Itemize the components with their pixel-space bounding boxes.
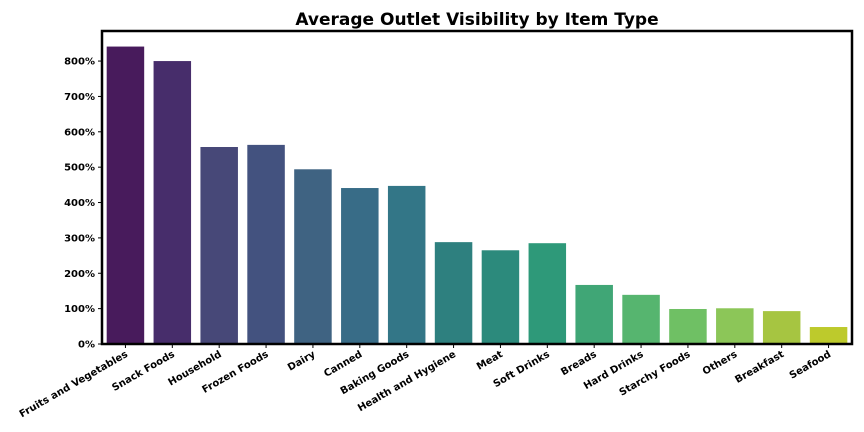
y-tick-label: 200%: [64, 269, 95, 280]
bar-dairy: [294, 169, 332, 344]
x-tick-label: Breads: [559, 349, 598, 378]
x-tick-label: Breakfast: [733, 349, 786, 386]
bar-snack-foods: [153, 61, 192, 345]
bar-baking-goods: [387, 185, 426, 344]
y-tick-label: 500%: [64, 163, 95, 174]
y-tick-label: 300%: [64, 233, 95, 244]
x-tick-label: Seafood: [788, 349, 833, 382]
chart-title: Average Outlet Visibility by Item Type: [295, 10, 658, 30]
bar-hard-drinks: [622, 294, 660, 344]
bar-household: [200, 147, 238, 344]
bar-breakfast: [762, 311, 801, 344]
y-tick-label: 100%: [64, 304, 95, 315]
x-tick-label: Others: [701, 349, 740, 378]
y-axis: 0% 100% 200% 300% 400% 500% 600% 700% 800%: [64, 57, 102, 351]
bar-meat: [481, 250, 520, 344]
bar-seafood: [809, 327, 848, 344]
y-tick-label: 700%: [64, 92, 95, 103]
y-tick-label: 800%: [64, 57, 95, 68]
y-tick-label: 400%: [64, 198, 95, 209]
bar-frozen-foods: [247, 144, 285, 344]
bar-others: [716, 308, 754, 344]
bar-breads: [575, 284, 613, 344]
x-tick-label: Dairy: [286, 349, 318, 374]
y-tick-label: 600%: [64, 127, 95, 138]
y-tick-label: 0%: [78, 340, 95, 351]
x-tick-label: Meat: [475, 349, 505, 373]
x-tick-label: Canned: [322, 349, 364, 380]
bar-canned: [341, 188, 379, 344]
bar-health-and-hygiene: [434, 242, 473, 344]
plot-frame: [100, 29, 854, 346]
bar-fruits-and-vegetables: [106, 46, 145, 345]
bar-soft-drinks: [528, 243, 567, 344]
bars-group: [106, 46, 848, 345]
bar-starchy-foods: [669, 308, 707, 344]
